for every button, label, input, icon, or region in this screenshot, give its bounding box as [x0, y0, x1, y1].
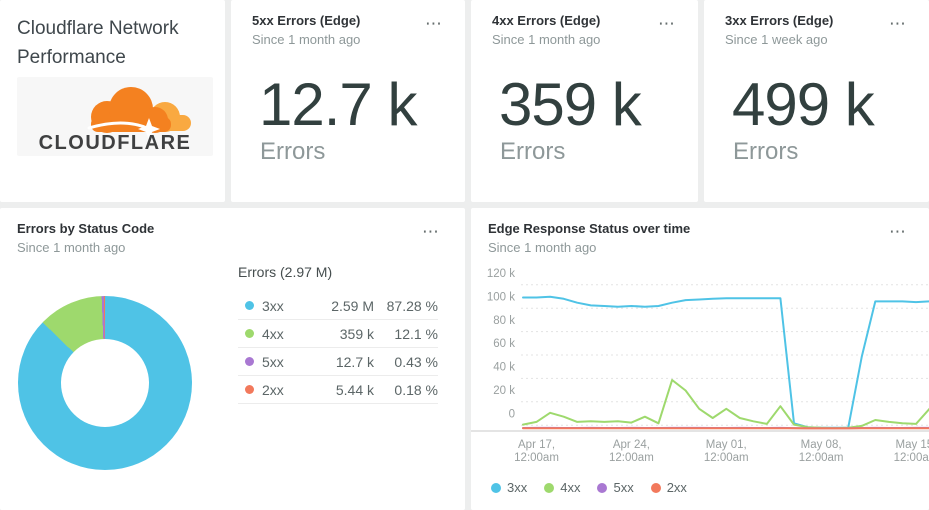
pie-legend-row-3xx[interactable]: 3xx 2.59 M 87.28 % [238, 292, 438, 320]
series-label: 3xx [262, 297, 284, 314]
kpi-5xx-value: 12.7 k [259, 71, 417, 138]
series-2xx-dot [245, 385, 254, 394]
kpi-card-3xx: 3xx Errors (Edge) Since 1 week ago ⋯ 499… [704, 0, 929, 202]
series-percent: 0.18 % [394, 381, 438, 398]
kpi-3xx-value: 499 k [732, 71, 875, 138]
kpi-5xx-unit: Errors [260, 138, 326, 165]
series-5xx-dot [597, 482, 608, 493]
svg-text:Apr 24,12:00am: Apr 24, 12:00am [609, 439, 654, 464]
pie-legend-title: Errors (2.97 M) [238, 264, 333, 280]
title-card: Cloudflare Network Performance CLOUDFLAR… [0, 0, 225, 202]
kpi-4xx-value: 359 k [499, 71, 642, 138]
svg-text:May 08,12:00am: May 08, 12:00am [799, 439, 844, 464]
svg-text:Apr 17,12:00am: Apr 17, 12:00am [514, 439, 559, 464]
line-chart-card: Edge Response Status over time Since 1 m… [471, 208, 929, 510]
series-4xx-dot [544, 482, 555, 493]
svg-text:CLOUDFLARE: CLOUDFLARE [39, 132, 192, 154]
series-label: 4xx [262, 325, 284, 342]
dashboard-title: Cloudflare Network Performance [17, 18, 179, 68]
kpi-3xx-subtitle: Since 1 week ago [725, 32, 828, 47]
kpi-3xx-title: 3xx Errors (Edge) [725, 13, 834, 28]
svg-text:60 k: 60 k [493, 338, 515, 350]
line-card-subtitle: Since 1 month ago [488, 240, 597, 255]
cloudflare-cloud-icon: CLOUDFLARE [39, 87, 192, 154]
donut-chart[interactable] [18, 296, 192, 470]
kpi-4xx-unit: Errors [500, 138, 566, 165]
pie-legend-row-5xx[interactable]: 5xx 12.7 k 0.43 % [238, 348, 438, 376]
kpi-card-5xx: 5xx Errors (Edge) Since 1 month ago ⋯ 12… [231, 0, 465, 202]
cloudflare-logo: CLOUDFLARE [17, 77, 213, 156]
donut-hole [61, 339, 149, 427]
pie-legend-row-2xx[interactable]: 2xx 5.44 k 0.18 % [238, 376, 438, 404]
legend-label: 2xx [666, 480, 687, 495]
legend-item-4xx[interactable]: 4xx [544, 480, 580, 495]
series-3xx-dot [491, 482, 501, 493]
kpi-5xx-title: 5xx Errors (Edge) [252, 13, 361, 28]
pie-legend-row-4xx[interactable]: 4xx 359 k 12.1 % [238, 320, 438, 348]
svg-text:May 01,12:00am: May 01, 12:00am [704, 439, 749, 464]
series-2xx-dot [650, 482, 661, 493]
legend-item-2xx[interactable]: 2xx [650, 480, 687, 495]
series-5xx-dot [245, 357, 254, 366]
legend-label: 3xx [507, 480, 528, 495]
series-label: 2xx [262, 381, 284, 398]
legend-item-5xx[interactable]: 5xx [597, 480, 634, 495]
kpi-3xx-menu-button[interactable]: ⋯ [889, 14, 907, 33]
svg-text:100 k: 100 k [487, 291, 515, 303]
line-card-title: Edge Response Status over time [488, 221, 691, 236]
kpi-card-4xx: 4xx Errors (Edge) Since 1 month ago ⋯ 35… [471, 0, 698, 202]
svg-text:80 k: 80 k [493, 315, 515, 327]
pie-card-subtitle: Since 1 month ago [17, 240, 126, 255]
svg-text:120 k: 120 k [487, 268, 515, 280]
line-card-menu-button[interactable]: ⋯ [889, 222, 907, 241]
kpi-3xx-unit: Errors [733, 138, 799, 165]
line-chart-legend: 3xx 4xx 5xx 2xx [491, 480, 687, 495]
svg-text:0: 0 [509, 408, 515, 420]
legend-label: 4xx [560, 480, 581, 495]
svg-text:May 15,12:00am: May 15,12:00am [894, 439, 929, 464]
series-value: 359 k [339, 325, 374, 342]
series-value: 5.44 k [335, 381, 374, 398]
pie-card-menu-button[interactable]: ⋯ [422, 222, 440, 241]
kpi-5xx-menu-button[interactable]: ⋯ [425, 14, 443, 33]
legend-item-3xx[interactable]: 3xx [491, 480, 527, 495]
series-3xx-dot [245, 301, 254, 310]
legend-label: 5xx [613, 480, 634, 495]
pie-card: Errors by Status Code Since 1 month ago … [0, 208, 465, 510]
pie-card-title: Errors by Status Code [17, 221, 155, 236]
series-value: 12.7 k [335, 353, 374, 370]
series-label: 5xx [262, 353, 284, 370]
pie-legend-table: Errors (2.97 M) 3xx 2.59 M 87.28 % 4xx 3… [238, 264, 438, 404]
kpi-4xx-title: 4xx Errors (Edge) [492, 13, 601, 28]
series-4xx-dot [245, 329, 254, 338]
series-percent: 0.43 % [394, 353, 438, 370]
line-chart-plot[interactable]: 120 k 100 k 80 k 60 k 40 k 20 k 0 Apr 17, 12:00a… [471, 262, 929, 477]
series-percent: 87.28 % [386, 297, 438, 314]
series-percent: 12.1 % [394, 325, 438, 342]
svg-text:40 k: 40 k [493, 362, 515, 374]
kpi-4xx-subtitle: Since 1 month ago [492, 32, 601, 47]
svg-text:20 k: 20 k [493, 385, 515, 397]
kpi-5xx-subtitle: Since 1 month ago [252, 32, 361, 47]
series-value: 2.59 M [331, 297, 374, 314]
kpi-4xx-menu-button[interactable]: ⋯ [658, 14, 676, 33]
